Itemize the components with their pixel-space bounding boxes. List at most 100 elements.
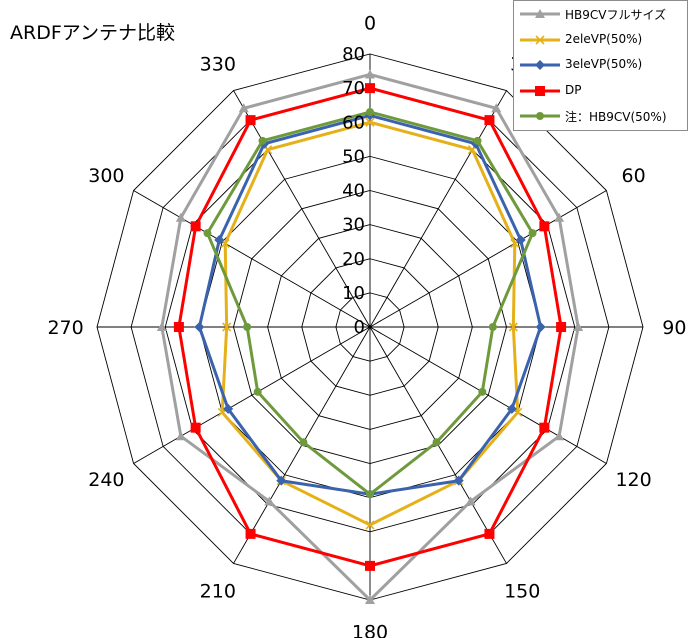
data-point (528, 229, 537, 238)
legend: HB9CVフルサイズ 2eleVP(50%) 3eleVP(50%) DP 注：HB9C… (513, 0, 688, 131)
r-tick-label: 70 (342, 78, 365, 99)
r-tick-label: 60 (342, 112, 365, 133)
data-point (506, 403, 517, 414)
legend-swatch (520, 9, 560, 18)
legend-swatch (520, 34, 560, 45)
series (203, 108, 537, 499)
r-tick-label: 0 (354, 317, 365, 338)
chart-title: ARDFアンテナ比較 (10, 22, 175, 44)
legend-label: 3eleVP(50%) (565, 57, 643, 71)
data-point (465, 496, 476, 506)
legend-item: 3eleVP(50%) (514, 55, 687, 75)
r-tick-label: 20 (342, 249, 365, 270)
legend-label: HB9CVフルサイズ (565, 8, 667, 22)
data-point (366, 108, 374, 117)
data-point (264, 496, 275, 506)
r-tick-label: 30 (342, 215, 365, 236)
data-point (556, 322, 567, 332)
data-point (245, 115, 256, 126)
data-point (484, 528, 495, 539)
legend-swatch (520, 60, 560, 70)
r-tick-label: 40 (342, 181, 365, 202)
data-point (175, 212, 186, 222)
data-point (214, 234, 225, 245)
data-point (194, 322, 205, 332)
data-point (175, 431, 186, 441)
data-point (222, 322, 232, 332)
r-tick-label: 10 (342, 283, 365, 304)
data-point (365, 560, 375, 571)
data-point (554, 431, 565, 441)
data-point (365, 520, 375, 530)
series (156, 69, 584, 604)
data-point (245, 528, 256, 539)
data-point (453, 475, 464, 486)
data-point (539, 221, 550, 232)
label-group: 0102030405060708003060901201501802102402… (47, 13, 686, 638)
data-point (539, 422, 550, 433)
angle-label: 120 (615, 469, 651, 491)
angle-label: 270 (47, 317, 83, 339)
data-point (190, 422, 201, 433)
data-point (491, 103, 502, 113)
angle-label: 330 (200, 53, 236, 75)
angle-label: 210 (200, 581, 236, 603)
grid-spoke (133, 326, 371, 464)
data-point (535, 60, 545, 70)
series-group (156, 69, 584, 604)
data-point (478, 387, 487, 396)
data-point (203, 229, 212, 238)
data-point (535, 34, 545, 45)
angle-label: 180 (352, 621, 388, 638)
legend-label: DP (565, 82, 582, 97)
data-point (573, 322, 584, 331)
data-point (365, 69, 375, 79)
angle-label: 0 (364, 13, 376, 35)
data-point (515, 234, 526, 245)
data-point (536, 112, 544, 120)
data-point (243, 323, 252, 331)
legend-swatch (520, 112, 560, 120)
series (173, 83, 567, 571)
data-point (432, 438, 441, 447)
data-point (535, 9, 545, 18)
data-point (238, 103, 249, 113)
grid-spoke (233, 90, 371, 328)
series (217, 117, 523, 530)
angle-label: 60 (622, 165, 646, 187)
data-point (173, 322, 184, 332)
legend-item: 2eleVP(50%) (514, 30, 687, 50)
data-point (554, 212, 565, 222)
legend-label: 注：HB9CV(50%) (565, 110, 667, 124)
radar-grid (96, 53, 644, 601)
angle-label: 90 (662, 317, 686, 339)
r-tick-label: 80 (342, 44, 365, 65)
data-point (156, 322, 167, 331)
data-point (253, 387, 262, 396)
data-point (365, 117, 375, 127)
data-point (276, 475, 287, 486)
data-point (258, 136, 267, 145)
grid-spoke (369, 190, 607, 328)
legend-label: 2eleVP(50%) (565, 31, 643, 46)
angle-label: 300 (88, 165, 124, 187)
data-point (223, 403, 234, 414)
data-point (365, 83, 375, 94)
grid-spoke (369, 90, 507, 328)
angle-label: 150 (504, 581, 540, 603)
r-tick-label: 50 (342, 146, 365, 167)
legend-item: HB9CVフルサイズ (514, 4, 687, 24)
data-point (365, 595, 375, 604)
data-point (535, 85, 545, 96)
grid-spoke (133, 190, 371, 328)
data-point (535, 322, 546, 332)
angle-label: 240 (88, 469, 124, 491)
data-point (484, 115, 495, 126)
data-point (473, 136, 482, 145)
data-point (366, 490, 374, 499)
data-point (299, 438, 308, 447)
legend-item: 注：HB9CV(50%) (514, 106, 687, 126)
legend-swatch (520, 85, 560, 96)
data-point (190, 221, 201, 232)
